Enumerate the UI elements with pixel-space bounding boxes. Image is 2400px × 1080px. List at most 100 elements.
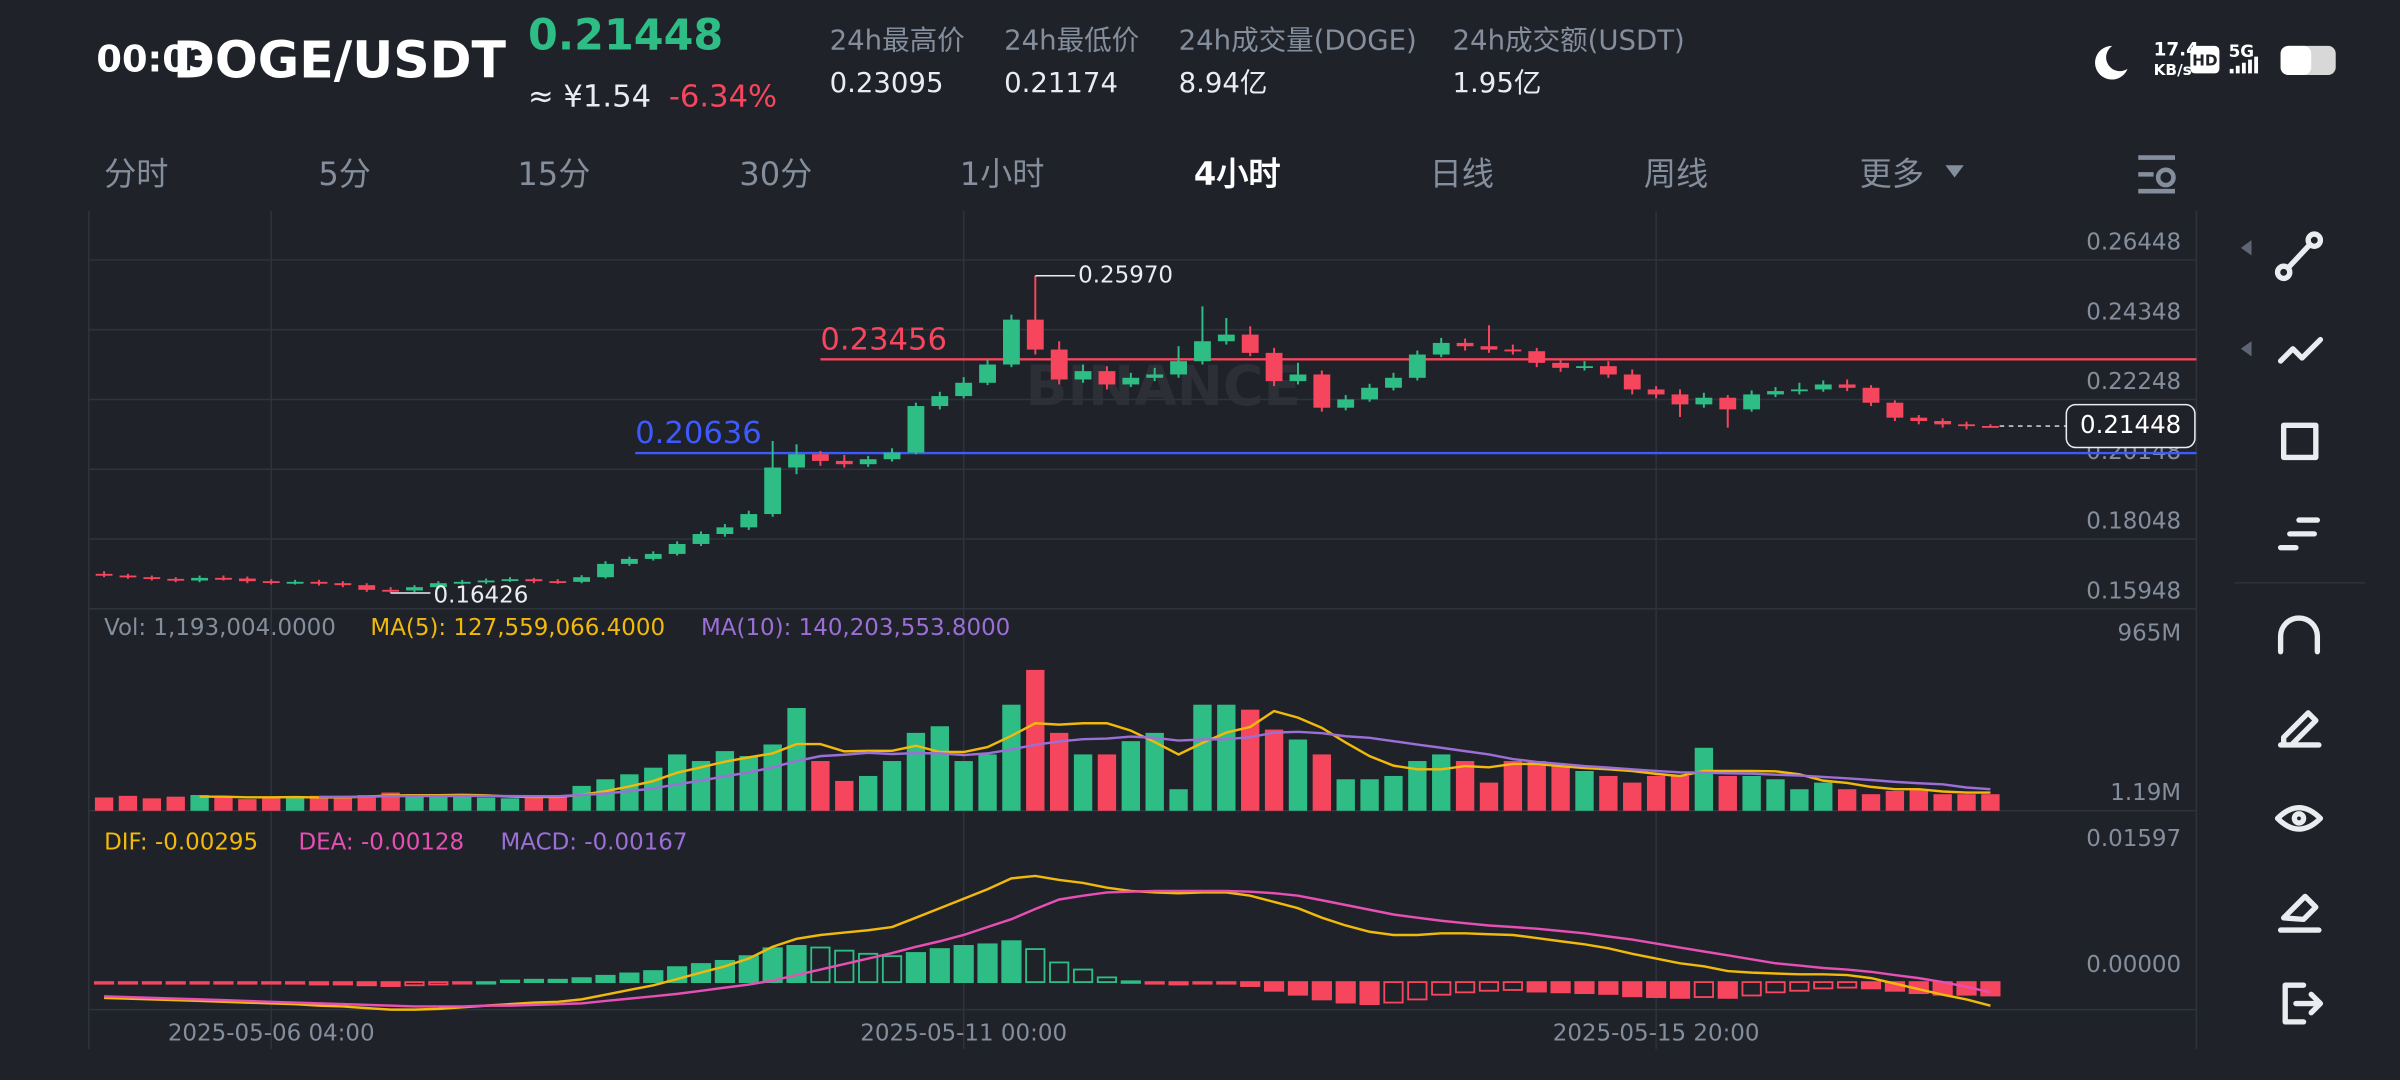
candle-body — [1170, 361, 1187, 375]
parallel-tool[interactable] — [2277, 517, 2321, 551]
macd-bar — [977, 943, 998, 984]
stat-value: 0.21174 — [1004, 67, 1118, 99]
candle-body — [477, 580, 495, 583]
volume-bar — [1599, 775, 1618, 811]
high-label: 0.25970 — [1078, 262, 1173, 288]
stat-label: 24h最高价 — [830, 24, 965, 56]
macd-bar — [1287, 981, 1309, 996]
low-label: 0.16426 — [433, 583, 528, 609]
pair[interactable]: DOGE/USDT — [173, 31, 507, 90]
volume-ma10 — [318, 730, 1991, 799]
tab[interactable]: 15分 — [517, 155, 590, 193]
y-tick-label: 0.22248 — [2086, 369, 2181, 395]
y-tick-label: 1.19M — [2110, 780, 2181, 806]
macd-bar — [1192, 981, 1213, 985]
candle-body — [1862, 387, 1880, 403]
volume-bar — [1814, 782, 1833, 811]
macd-bar — [1144, 981, 1165, 985]
macd-bar — [308, 981, 330, 986]
macd-bar — [523, 978, 544, 984]
y-tick-label: 0.18048 — [2086, 509, 2181, 535]
volume-bar — [1646, 775, 1666, 811]
volume-bar — [1742, 775, 1761, 811]
volume-bar — [524, 796, 544, 811]
line-tool[interactable] — [2274, 231, 2324, 282]
battery-level — [2280, 45, 2312, 75]
macd-bar — [189, 981, 210, 985]
tab[interactable]: 日线 — [1430, 155, 1494, 193]
magnet-tool[interactable] — [2277, 615, 2321, 655]
exit-tool[interactable] — [2282, 982, 2324, 1025]
network: 5G — [2229, 41, 2255, 61]
price-cny: ≈ ¥1.54 — [528, 79, 651, 114]
volume-bar — [190, 795, 209, 811]
tab[interactable]: 30分 — [739, 155, 812, 193]
candle-body — [1504, 349, 1522, 352]
volume-bar — [1002, 704, 1021, 811]
macd-bar — [1120, 980, 1141, 984]
candle-body — [764, 467, 782, 515]
pen-tool[interactable] — [2277, 710, 2322, 748]
volume-bar — [1241, 709, 1260, 811]
candle-body — [1886, 402, 1904, 418]
rect-tool[interactable] — [2280, 422, 2319, 461]
volume-bar — [930, 726, 949, 811]
tab[interactable]: 分时 — [104, 155, 168, 193]
volume-legend: Vol: 1,193,004.0000 — [104, 615, 336, 641]
macd-bar — [499, 979, 521, 984]
settings-gear — [2155, 167, 2176, 188]
candle-body — [1790, 389, 1808, 392]
macd-bar — [93, 981, 115, 985]
tab[interactable]: 1小时 — [960, 155, 1045, 193]
volume-bar — [405, 794, 424, 811]
candle-body — [811, 454, 829, 461]
volume-legend: MA(5): 127,559,066.4000 — [370, 615, 665, 641]
moon-icon — [2095, 45, 2128, 80]
volume-bar — [1837, 789, 1857, 811]
candle-body — [1719, 397, 1737, 410]
macd-bar — [858, 952, 879, 984]
macd-bar — [452, 981, 473, 985]
volume-bar — [1766, 779, 1785, 811]
macd-bar — [1478, 981, 1500, 992]
volume-bar — [357, 795, 376, 811]
candle-body — [1599, 366, 1617, 375]
candle-body — [167, 578, 185, 581]
y-tick-label: 0.15948 — [2086, 579, 2181, 605]
macd-bar — [1001, 940, 1022, 984]
candle-body — [979, 364, 996, 383]
candle-body — [549, 581, 567, 584]
eraser-tool[interactable] — [2277, 893, 2322, 933]
tab[interactable]: 5分 — [318, 155, 371, 193]
price-line-label: 0.23456 — [820, 322, 947, 357]
tab[interactable]: 更多 — [1860, 155, 1924, 193]
volume-bar — [1933, 794, 1952, 811]
change: -6.34% — [669, 79, 777, 114]
candle-body — [286, 581, 304, 584]
candle-body — [620, 558, 638, 564]
macd-bar — [1049, 961, 1070, 984]
volume-bar — [166, 796, 185, 811]
macd-bar — [595, 974, 616, 984]
macd-bar — [1502, 981, 1523, 991]
settings-icon[interactable] — [2138, 155, 2176, 194]
tab[interactable]: 周线 — [1644, 155, 1708, 193]
volume-bar — [214, 797, 233, 811]
stat-value: 8.94亿 — [1179, 67, 1268, 99]
volume-bar — [1909, 789, 1928, 811]
macd-legend: MACD: -0.00167 — [501, 829, 688, 855]
tab[interactable]: 4小时 — [1194, 155, 1281, 193]
volume-bar — [429, 796, 448, 811]
eye-tool[interactable] — [2274, 805, 2324, 832]
candle-body — [262, 581, 280, 584]
volume-bar — [1479, 782, 1499, 811]
candle-body — [1241, 334, 1259, 353]
macd-legend: DIF: -0.00295 — [104, 829, 258, 855]
volume-bar — [1575, 770, 1594, 811]
volume-bar — [1885, 790, 1905, 811]
fib-tool[interactable] — [2277, 336, 2324, 364]
macd-bar — [1813, 981, 1834, 990]
candle-body — [1194, 341, 1211, 362]
price-line-label: 0.20636 — [635, 416, 762, 451]
